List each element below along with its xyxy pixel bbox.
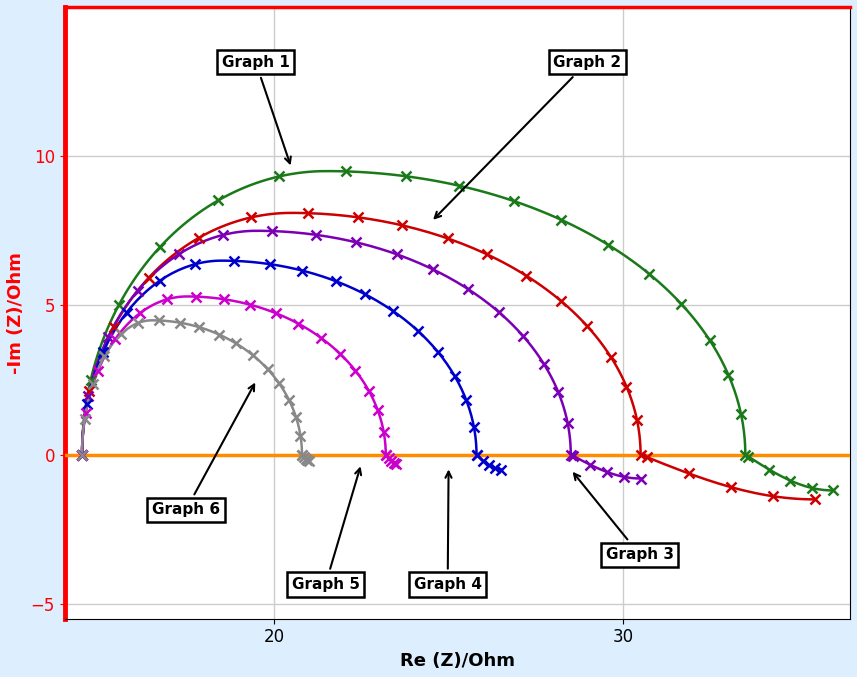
- Text: Graph 3: Graph 3: [574, 473, 674, 562]
- Y-axis label: -Im (Z)/Ohm: -Im (Z)/Ohm: [7, 252, 25, 374]
- Text: Graph 4: Graph 4: [414, 472, 482, 592]
- Text: Graph 5: Graph 5: [291, 468, 361, 592]
- Text: Graph 6: Graph 6: [152, 385, 255, 517]
- Text: Graph 2: Graph 2: [434, 55, 621, 218]
- X-axis label: Re (Z)/Ohm: Re (Z)/Ohm: [400, 652, 515, 670]
- Text: Graph 1: Graph 1: [222, 55, 291, 163]
